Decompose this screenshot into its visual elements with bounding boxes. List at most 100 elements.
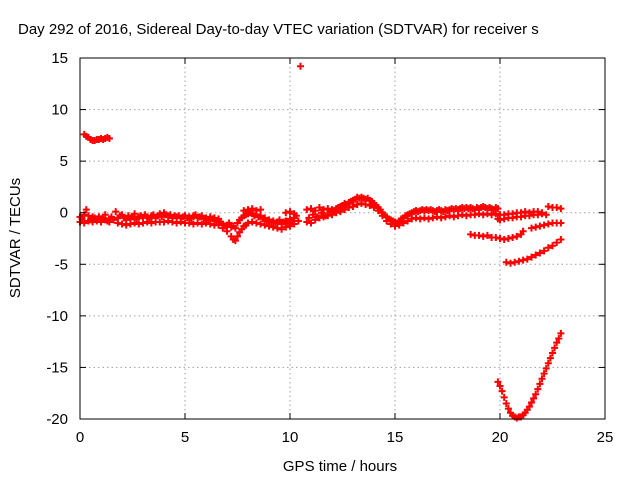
data-point xyxy=(458,211,466,219)
data-point xyxy=(307,219,315,227)
data-point xyxy=(544,220,552,228)
data-point xyxy=(519,227,527,235)
data-point xyxy=(549,242,556,250)
data-point xyxy=(336,208,344,216)
data-point xyxy=(248,218,256,226)
data-point xyxy=(544,203,552,211)
data-point xyxy=(557,205,565,213)
data-point xyxy=(467,230,475,238)
data-point xyxy=(315,214,323,222)
data-point xyxy=(101,216,109,224)
data-point xyxy=(160,218,168,226)
data-point xyxy=(223,227,231,235)
chart-title: Day 292 of 2016, Sidereal Day-to-day VTE… xyxy=(18,21,539,38)
data-point xyxy=(286,222,294,230)
data-point xyxy=(349,203,357,211)
data-point xyxy=(528,398,535,406)
data-point xyxy=(544,244,552,252)
data-point xyxy=(84,217,92,225)
data-point xyxy=(502,400,510,408)
data-point xyxy=(273,224,281,232)
y-tick-label: -15 xyxy=(46,359,68,376)
data-point xyxy=(551,344,559,352)
data-point xyxy=(328,211,336,219)
data-point xyxy=(158,213,166,221)
data-point xyxy=(303,206,311,214)
data-point xyxy=(110,216,118,224)
data-point xyxy=(500,393,508,401)
data-point xyxy=(261,221,269,229)
data-point xyxy=(189,220,197,228)
data-point xyxy=(536,380,544,388)
data-point xyxy=(383,217,391,225)
data-point xyxy=(126,220,134,228)
data-point xyxy=(257,220,265,228)
axis-ticks xyxy=(79,57,606,420)
data-point xyxy=(366,201,374,209)
data-point xyxy=(395,221,403,229)
plot-frame xyxy=(79,57,606,420)
data-point xyxy=(433,213,441,221)
data-point xyxy=(555,335,563,343)
data-point xyxy=(525,403,533,411)
data-point xyxy=(538,375,546,383)
data-point xyxy=(519,256,527,264)
y-tick-label: 5 xyxy=(60,153,68,170)
data-point xyxy=(515,257,523,265)
data-point xyxy=(105,218,113,226)
data-point xyxy=(532,251,540,259)
data-point xyxy=(532,390,540,398)
data-point xyxy=(244,206,252,214)
x-tick-labels: 0 5 10 15 20 25 xyxy=(76,429,614,446)
data-point xyxy=(557,329,565,337)
data-point xyxy=(252,207,260,215)
data-point xyxy=(483,231,491,239)
data-point xyxy=(112,208,120,216)
data-point xyxy=(257,206,265,214)
data-point xyxy=(553,239,561,247)
data-point xyxy=(309,211,317,219)
data-point xyxy=(542,364,550,372)
data-point xyxy=(114,219,122,227)
data-point xyxy=(131,210,139,218)
data-point xyxy=(374,207,382,215)
data-point xyxy=(194,219,202,227)
data-point xyxy=(198,220,206,228)
data-point xyxy=(557,219,565,227)
data-point xyxy=(315,204,323,212)
data-point xyxy=(219,224,227,232)
y-tick-label: -5 xyxy=(55,256,68,273)
data-point xyxy=(168,218,176,226)
x-tick-label: 5 xyxy=(181,429,189,446)
data-point xyxy=(475,231,483,239)
data-point xyxy=(135,220,143,228)
data-point xyxy=(82,206,90,214)
data-point xyxy=(324,212,332,220)
data-point xyxy=(517,209,525,217)
data-point xyxy=(416,215,424,223)
data-point xyxy=(118,220,126,228)
data-point xyxy=(494,205,502,213)
data-point xyxy=(511,258,519,266)
data-point xyxy=(498,387,506,395)
data-point xyxy=(412,214,420,222)
data-point xyxy=(528,253,535,261)
data-point xyxy=(475,210,483,218)
data-point xyxy=(252,219,260,227)
data-point xyxy=(509,210,517,218)
data-point xyxy=(513,232,521,240)
data-point xyxy=(450,213,458,221)
data-point xyxy=(496,235,504,242)
data-point xyxy=(332,209,340,217)
data-point xyxy=(297,62,304,70)
data-point xyxy=(536,222,544,230)
data-point xyxy=(488,211,496,219)
data-point xyxy=(540,370,548,378)
data-point xyxy=(378,212,386,220)
data-point xyxy=(290,210,298,218)
data-point xyxy=(538,209,546,217)
data-point xyxy=(502,258,510,266)
data-point xyxy=(479,232,487,240)
data-point xyxy=(265,222,273,230)
data-point xyxy=(215,221,223,229)
